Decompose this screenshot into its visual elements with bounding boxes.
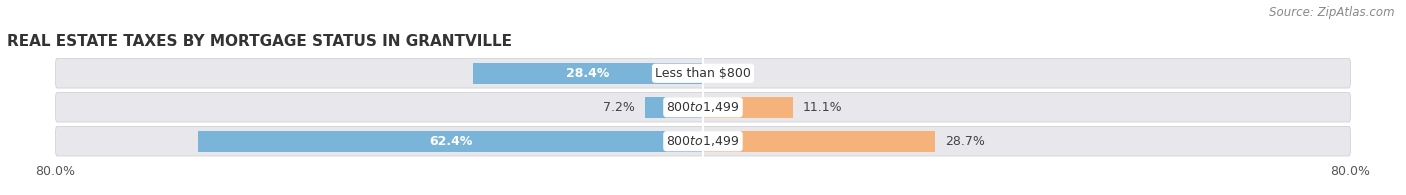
Text: $800 to $1,499: $800 to $1,499 [666,134,740,148]
Text: Less than $800: Less than $800 [655,67,751,80]
Bar [645,97,703,118]
Text: 28.7%: 28.7% [945,135,984,148]
Text: 0.0%: 0.0% [713,67,745,80]
Text: 28.4%: 28.4% [567,67,610,80]
Text: 11.1%: 11.1% [803,101,842,114]
Bar [198,131,703,152]
Bar [703,131,935,152]
Text: $800 to $1,499: $800 to $1,499 [666,100,740,114]
Text: 62.4%: 62.4% [429,135,472,148]
Text: Source: ZipAtlas.com: Source: ZipAtlas.com [1270,6,1395,19]
FancyBboxPatch shape [56,126,1350,156]
Bar [703,97,793,118]
Text: REAL ESTATE TAXES BY MORTGAGE STATUS IN GRANTVILLE: REAL ESTATE TAXES BY MORTGAGE STATUS IN … [7,34,512,49]
Bar [474,63,703,84]
FancyBboxPatch shape [56,92,1350,122]
Text: 7.2%: 7.2% [603,101,636,114]
FancyBboxPatch shape [56,58,1350,88]
